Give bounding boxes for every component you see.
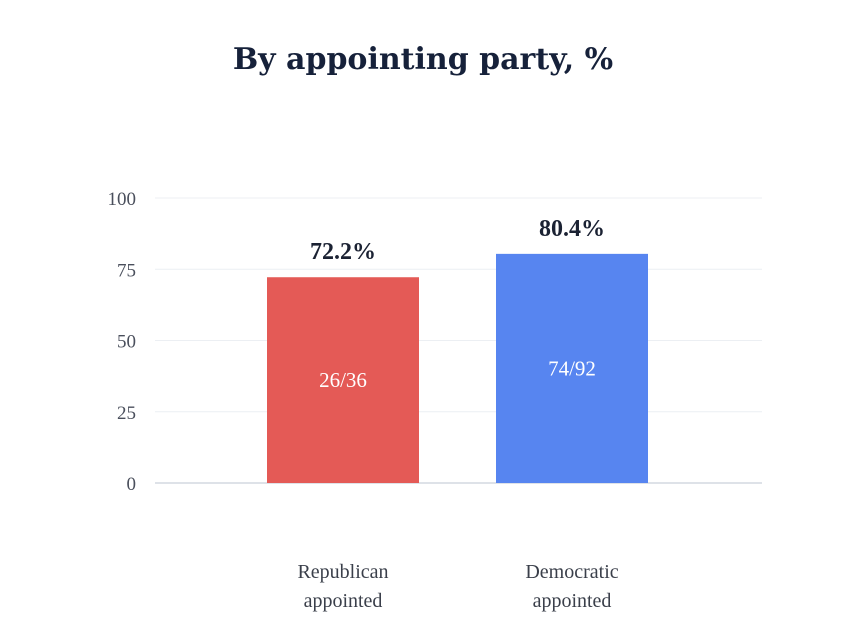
bar-value-label: 80.4% (539, 216, 605, 242)
y-axis-ticks: 0 25 50 75 100 (108, 189, 137, 495)
y-tick-label: 0 (127, 474, 137, 495)
chart-title: By appointing party, % (232, 42, 614, 77)
bar (496, 253, 648, 483)
bar-value-label: 72.2% (310, 239, 376, 265)
bar-labels: 72.2% 26/36 80.4% 74/92 (310, 216, 605, 392)
category-label: appointed (304, 590, 383, 612)
category-label: Republican (297, 561, 388, 583)
x-axis-categories: Republican appointed Democratic appointed (297, 561, 618, 612)
y-tick-label: 100 (108, 189, 137, 210)
gridlines (155, 197, 762, 484)
category-label: appointed (533, 590, 612, 612)
bars (267, 253, 648, 483)
bar-count-label: 74/92 (548, 356, 596, 380)
category-label: Democratic (525, 561, 618, 583)
y-tick-label: 25 (117, 403, 136, 424)
y-tick-label: 75 (117, 260, 136, 281)
bar-count-label: 26/36 (319, 368, 367, 392)
bar (267, 277, 419, 483)
y-tick-label: 50 (117, 332, 136, 353)
